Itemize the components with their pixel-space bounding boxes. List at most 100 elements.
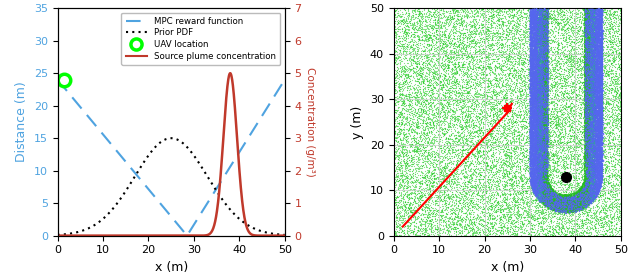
Point: [596, 175, 606, 179]
Point: [530, 20, 540, 25]
Point: [584, 122, 594, 127]
Point: [589, 164, 600, 168]
Point: [584, 100, 594, 104]
Point: [451, 212, 461, 216]
Point: [593, 165, 603, 169]
Point: [532, 38, 542, 43]
Point: [546, 99, 556, 104]
Point: [449, 186, 460, 190]
Point: [543, 140, 554, 144]
Point: [422, 213, 433, 218]
Point: [535, 160, 545, 164]
Point: [583, 91, 593, 95]
Point: [590, 195, 600, 199]
Point: [543, 138, 553, 142]
Point: [409, 55, 419, 60]
Point: [468, 17, 478, 21]
Point: [409, 137, 419, 141]
Point: [532, 118, 542, 122]
Point: [525, 34, 536, 38]
Point: [582, 226, 593, 230]
Point: [527, 233, 538, 238]
Point: [531, 150, 541, 154]
Point: [591, 115, 601, 120]
Point: [591, 69, 602, 74]
Point: [582, 57, 593, 61]
Point: [531, 28, 541, 33]
Point: [528, 146, 538, 151]
Point: [538, 167, 548, 172]
Point: [489, 47, 499, 51]
Point: [532, 40, 543, 44]
Point: [522, 211, 532, 215]
Point: [399, 142, 409, 146]
Point: [564, 70, 574, 74]
Point: [580, 101, 591, 105]
Point: [422, 87, 433, 92]
Point: [418, 44, 428, 48]
Point: [529, 49, 540, 54]
Point: [472, 13, 483, 17]
Point: [525, 151, 535, 155]
Point: [578, 189, 588, 193]
Point: [583, 32, 593, 36]
Point: [527, 124, 537, 129]
Point: [594, 39, 604, 43]
Point: [527, 19, 538, 24]
Point: [532, 56, 543, 61]
Point: [581, 127, 591, 132]
Point: [588, 177, 598, 181]
Point: [541, 115, 552, 120]
Point: [527, 130, 538, 135]
Point: [566, 204, 576, 209]
Point: [423, 215, 433, 219]
Point: [529, 86, 539, 91]
Point: [602, 85, 612, 90]
Point: [588, 198, 598, 203]
Point: [593, 99, 604, 104]
Point: [445, 84, 455, 88]
Point: [594, 82, 604, 87]
Point: [541, 70, 551, 75]
Point: [588, 28, 598, 32]
Point: [589, 84, 600, 89]
Point: [597, 138, 607, 142]
Point: [539, 155, 549, 159]
Point: [538, 99, 548, 103]
Point: [463, 146, 474, 151]
Point: [548, 138, 559, 142]
Point: [587, 78, 597, 83]
Point: [502, 43, 512, 48]
Point: [600, 158, 611, 163]
Point: [454, 224, 465, 228]
Point: [539, 26, 549, 30]
Point: [446, 223, 456, 228]
Point: [586, 102, 596, 106]
Point: [592, 113, 602, 118]
Point: [588, 98, 598, 103]
Point: [608, 55, 618, 60]
Point: [438, 73, 449, 77]
Point: [541, 15, 551, 19]
Point: [587, 93, 597, 97]
Point: [552, 202, 562, 206]
Point: [502, 150, 512, 154]
Point: [447, 58, 457, 63]
Point: [525, 190, 536, 195]
Point: [536, 165, 547, 170]
Point: [444, 225, 454, 229]
Point: [584, 126, 594, 131]
Point: [389, 229, 399, 233]
Point: [554, 193, 564, 198]
Point: [597, 129, 607, 133]
Point: [578, 186, 588, 191]
Point: [524, 89, 534, 94]
Point: [465, 218, 476, 222]
Point: [588, 176, 598, 180]
Point: [528, 109, 538, 113]
Point: [584, 85, 595, 89]
Point: [538, 136, 548, 140]
Point: [536, 129, 546, 133]
Point: [541, 55, 552, 59]
Point: [539, 116, 549, 121]
